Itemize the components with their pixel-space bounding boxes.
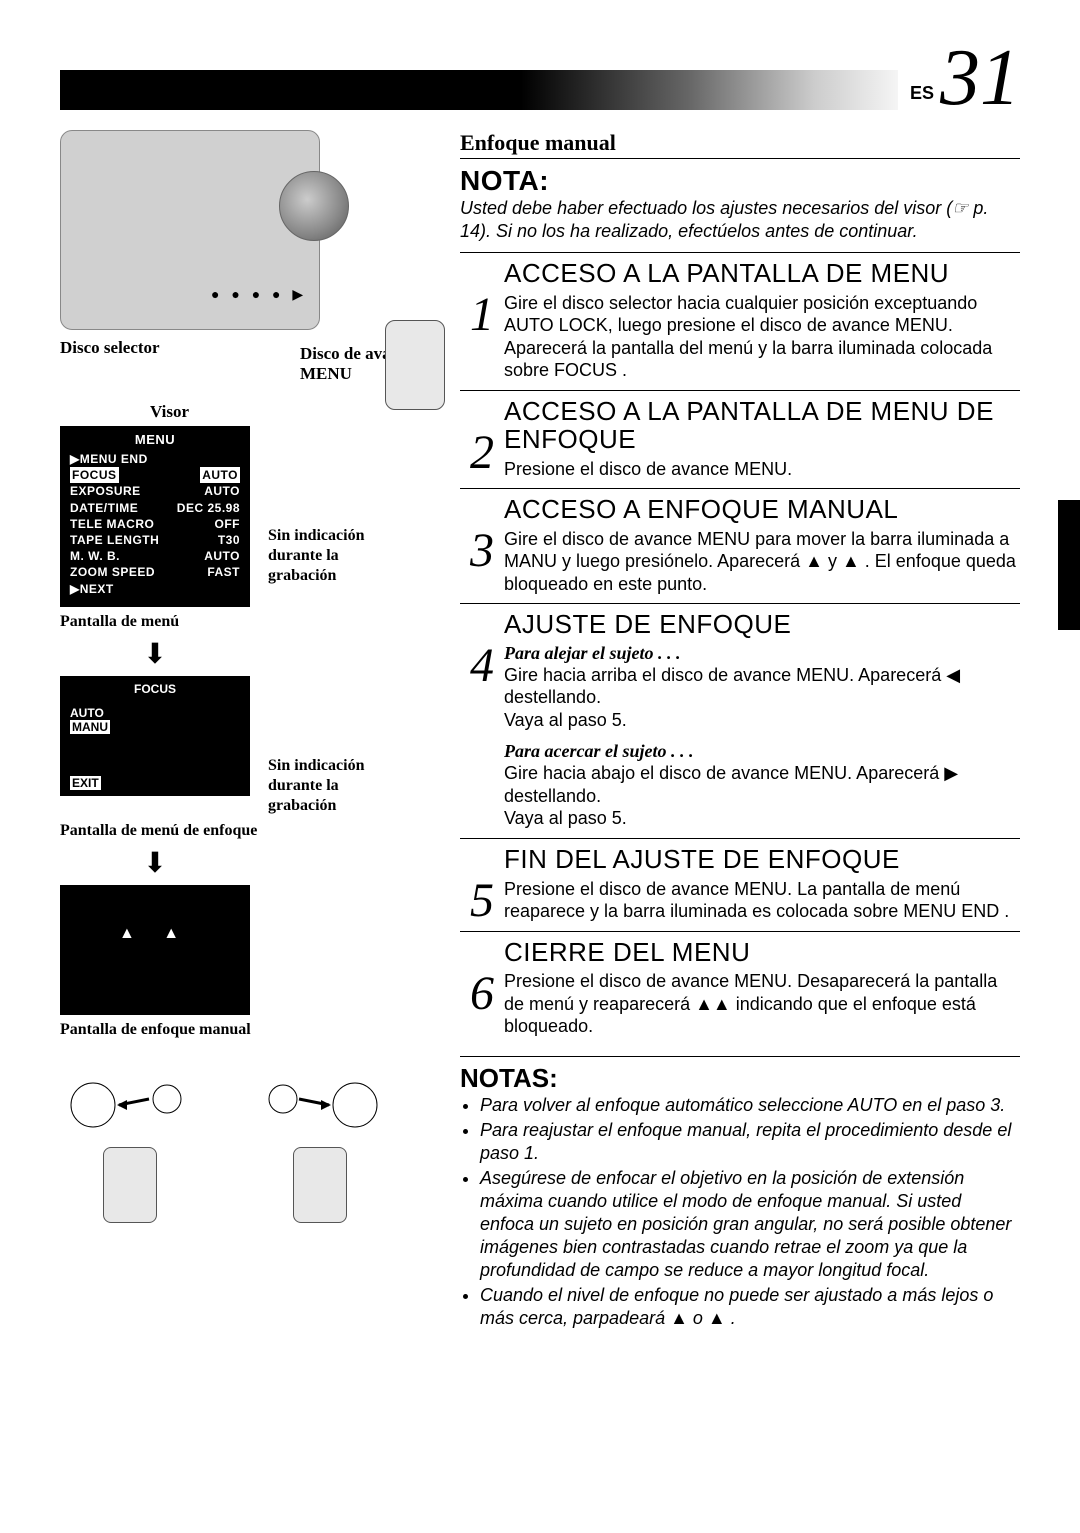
side-note-1: Sin indicación durante la grabación <box>268 526 408 586</box>
section-title: Enfoque manual <box>460 130 1020 159</box>
focus-auto: AUTO <box>70 706 240 720</box>
far-subject-icon <box>65 1069 195 1139</box>
page-number: 31 <box>940 46 1020 110</box>
menu-row-zoom: ZOOM SPEED <box>70 564 155 580</box>
step-num-5: 5 <box>460 879 504 923</box>
step-title-6: CIERRE DEL MENU <box>504 938 1020 967</box>
page-edge-tab <box>1058 500 1080 630</box>
step-title-5: FIN DEL AJUSTE DE ENFOQUE <box>504 845 1020 874</box>
step4-sub1-body: Gire hacia arriba el disco de avance MEN… <box>504 664 1020 732</box>
step4-sub2-title: Para acercar el sujeto . . . <box>504 741 1020 762</box>
focus-title: FOCUS <box>70 682 240 696</box>
side-note-2: Sin indicación durante la grabación <box>268 756 408 816</box>
step4-sub2-body: Gire hacia abajo el disco de avance MENU… <box>504 762 1020 830</box>
step-title-1: ACCESO A LA PANTALLA DE MENU <box>504 259 1020 288</box>
step-num-6: 6 <box>460 972 504 1038</box>
focus-manu: MANU <box>70 720 110 734</box>
manual-focus-icons: ▲ ▲ <box>60 925 250 943</box>
step-num-2: 2 <box>460 431 504 481</box>
step-1: 1 ACCESO A LA PANTALLA DE MENU Gire el d… <box>460 252 1020 382</box>
step-body-2: Presione el disco de avance MENU. <box>504 458 1020 481</box>
distance-illustration-row <box>60 1069 390 1223</box>
step-title-4: AJUSTE DE ENFOQUE <box>504 610 1020 639</box>
page-es-label: ES <box>910 83 934 110</box>
menu-row-focus-val: AUTO <box>200 467 240 483</box>
notas-heading: NOTAS: <box>460 1056 1020 1094</box>
left-column: ● ● ● ● ▶ Disco selector Disco de avance… <box>60 130 430 1332</box>
camera-lens-icon <box>279 171 349 241</box>
step-body-5: Presione el disco de avance MENU. La pan… <box>504 878 1020 923</box>
nota-item-4: Cuando el nivel de enfoque no puede ser … <box>480 1284 1020 1330</box>
step-2: 2 ACCESO A LA PANTALLA DE MENU DE ENFOQU… <box>460 390 1020 481</box>
focus-screen: FOCUS AUTO MANU EXIT <box>60 676 250 796</box>
step-title-3: ACCESO A ENFOQUE MANUAL <box>504 495 1020 524</box>
camera-illustration: ● ● ● ● ▶ <box>60 130 320 330</box>
down-arrow-icon-2: ⬇ <box>60 846 250 879</box>
menu-row-0: ▶MENU END <box>70 451 148 467</box>
manual-screen-caption: Pantalla de enfoque manual <box>60 1021 430 1039</box>
step-num-4: 4 <box>460 644 504 830</box>
nota-item-2: Para reajustar el enfoque manual, repita… <box>480 1119 1020 1165</box>
nota-heading: NOTA: <box>460 165 1020 197</box>
step-6: 6 CIERRE DEL MENU Presione el disco de a… <box>460 931 1020 1038</box>
camera-dots-icon: ● ● ● ● ▶ <box>211 286 307 303</box>
manual-focus-screen: ▲ ▲ <box>60 885 250 1015</box>
step-num-1: 1 <box>460 293 504 382</box>
disco-selector-label: Disco selector <box>60 338 270 358</box>
step-4: 4 AJUSTE DE ENFOQUE Para alejar el sujet… <box>460 603 1020 830</box>
menu-row-tele-val: OFF <box>215 516 241 532</box>
menu-row-tape: TAPE LENGTH <box>70 532 159 548</box>
menu-title: MENU <box>70 432 240 447</box>
focus-exit: EXIT <box>70 776 101 790</box>
menu-row-next: ▶NEXT <box>70 581 114 597</box>
menu-row-zoom-val: FAST <box>207 564 240 580</box>
step-body-1: Gire el disco selector hacia cualquier p… <box>504 292 1020 382</box>
step-title-2: ACCESO A LA PANTALLA DE MENU DE ENFOQUE <box>504 397 1020 454</box>
step-num-3: 3 <box>460 529 504 595</box>
menu-row-date: DATE/TIME <box>70 500 138 516</box>
menu-row-exposure-val: AUTO <box>204 483 240 499</box>
step4-sub1-title: Para alejar el sujeto . . . <box>504 643 1020 664</box>
menu-row-mwb: M. W. B. <box>70 548 120 564</box>
dial-down-icon <box>293 1147 347 1223</box>
dial-up-icon <box>103 1147 157 1223</box>
notas-list: Para volver al enfoque automático selecc… <box>460 1094 1020 1330</box>
nota-body: Usted debe haber efectuado los ajustes n… <box>460 197 1020 242</box>
menu-row-tape-val: T30 <box>218 532 240 548</box>
menu-row-mwb-val: AUTO <box>204 548 240 564</box>
step-5: 5 FIN DEL AJUSTE DE ENFOQUE Presione el … <box>460 838 1020 923</box>
step-body-6: Presione el disco de avance MENU. Desapa… <box>504 970 1020 1038</box>
nota-item-1: Para volver al enfoque automático selecc… <box>480 1094 1020 1117</box>
menu-screen-caption: Pantalla de menú <box>60 613 430 631</box>
step-body-3: Gire el disco de avance MENU para mover … <box>504 528 1020 596</box>
menu-row-tele: TELE MACRO <box>70 516 154 532</box>
menu-row-exposure: EXPOSURE <box>70 483 141 499</box>
menu-dial-illustration <box>385 320 445 410</box>
menu-row-date-val: DEC 25.98 <box>177 500 240 516</box>
menu-screen: MENU ▶MENU END FOCUS AUTO EXPOSURE AUTO DA… <box>60 426 250 607</box>
down-arrow-icon: ⬇ <box>60 637 250 670</box>
near-subject-icon <box>255 1069 385 1139</box>
right-column: Enfoque manual NOTA: Usted debe haber ef… <box>460 130 1020 1332</box>
page-header: ES 31 <box>60 40 1020 110</box>
menu-row-focus: FOCUS <box>70 467 119 483</box>
focus-screen-caption: Pantalla de menú de enfoque <box>60 822 430 840</box>
step-3: 3 ACCESO A ENFOQUE MANUAL Gire el disco … <box>460 488 1020 595</box>
nota-item-3: Asegúrese de enfocar el objetivo en la p… <box>480 1167 1020 1282</box>
header-gradient-bar <box>60 70 898 110</box>
